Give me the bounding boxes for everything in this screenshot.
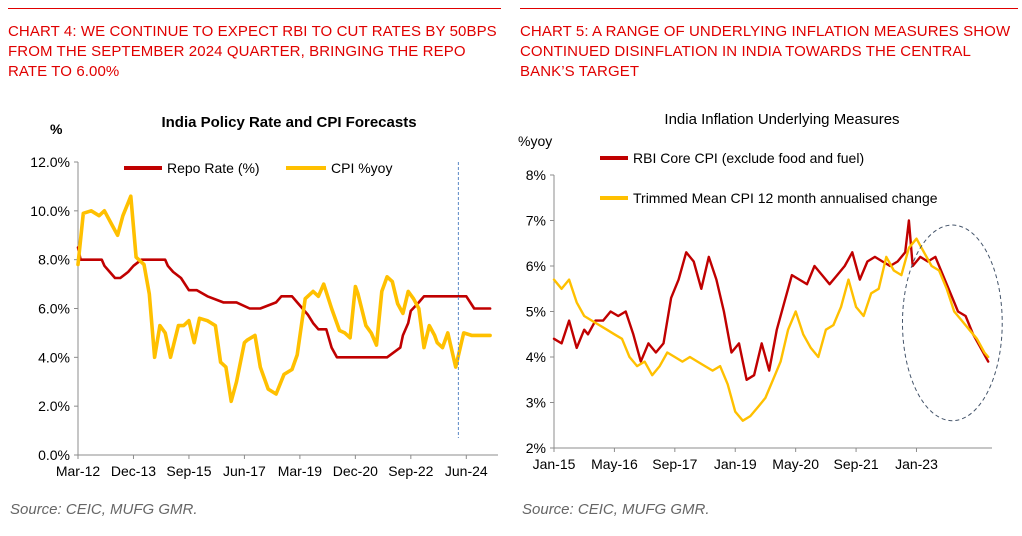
left-chart-heading: CHART 4: WE CONTINUE TO EXPECT RBI TO CU… <box>8 23 497 80</box>
legend-label: Repo Rate (%) <box>167 160 260 176</box>
x-tick-label: Sep-21 <box>833 456 878 472</box>
x-tick-label: May-20 <box>772 456 819 472</box>
y-tick-label: 8% <box>526 167 546 183</box>
y-tick-label: 5% <box>526 304 546 320</box>
x-tick-label: Dec-20 <box>333 463 378 479</box>
left-chart-panel: CHART 4: WE CONTINUE TO EXPECT RBI TO CU… <box>0 0 505 536</box>
legend-label: Trimmed Mean CPI 12 month annualised cha… <box>633 190 938 206</box>
x-tick-label: Mar-12 <box>56 463 101 479</box>
y-tick-label: 4.0% <box>38 349 70 365</box>
x-tick-label: Jun-17 <box>223 463 266 479</box>
chart-title: India Inflation Underlying Measures <box>664 111 899 128</box>
policy-rate-chart: India Policy Rate and CPI Forecasts% 0.0%… <box>30 114 498 479</box>
highlight-ellipse <box>901 224 1003 422</box>
left-source-note: Source: CEIC, MUFG GMR. <box>10 501 198 518</box>
y-tick-label: 3% <box>526 395 546 411</box>
x-tick-label: May-16 <box>591 456 638 472</box>
series-line-1 <box>76 246 492 359</box>
y-axis-label: %yoy <box>518 133 552 149</box>
y-tick-label: 6% <box>526 258 546 274</box>
series-line-2 <box>552 237 990 422</box>
y-tick-label: 4% <box>526 349 546 365</box>
y-tick-label: 2% <box>526 440 546 456</box>
series-line-1 <box>552 219 990 381</box>
y-tick-label: 10.0% <box>30 203 70 219</box>
chart-title: India Policy Rate and CPI Forecasts <box>161 114 416 131</box>
x-tick-label: Jun-24 <box>445 463 488 479</box>
left-heading-rule <box>8 8 501 9</box>
x-tick-label: Mar-19 <box>278 463 323 479</box>
y-tick-label: 7% <box>526 213 546 229</box>
x-tick-label: Sep-17 <box>652 456 697 472</box>
y-tick-label: 2.0% <box>38 398 70 414</box>
right-heading-rule <box>520 8 1018 9</box>
x-tick-label: Sep-22 <box>388 463 433 479</box>
right-source-note: Source: CEIC, MUFG GMR. <box>522 501 710 518</box>
legend-label: CPI %yoy <box>331 160 392 176</box>
y-tick-label: 8.0% <box>38 252 70 268</box>
y-tick-label: 6.0% <box>38 301 70 317</box>
x-tick-label: Jan-19 <box>714 456 757 472</box>
underlying-inflation-chart: India Inflation Underlying Measures %yoy 2… <box>518 111 1003 472</box>
right-chart-heading: CHART 5: A RANGE OF UNDERLYING INFLATION… <box>520 23 1011 80</box>
series-line-2 <box>76 194 492 404</box>
right-chart-panel: CHART 5: A RANGE OF UNDERLYING INFLATION… <box>512 0 1022 536</box>
x-tick-label: Dec-13 <box>111 463 156 479</box>
y-axis-label: % <box>50 121 63 137</box>
x-tick-label: Jan-15 <box>533 456 576 472</box>
legend-label: RBI Core CPI (exclude food and fuel) <box>633 150 864 166</box>
y-tick-label: 12.0% <box>30 154 70 170</box>
x-tick-label: Sep-15 <box>166 463 211 479</box>
y-tick-label: 0.0% <box>38 447 70 463</box>
x-tick-label: Jan-23 <box>895 456 938 472</box>
